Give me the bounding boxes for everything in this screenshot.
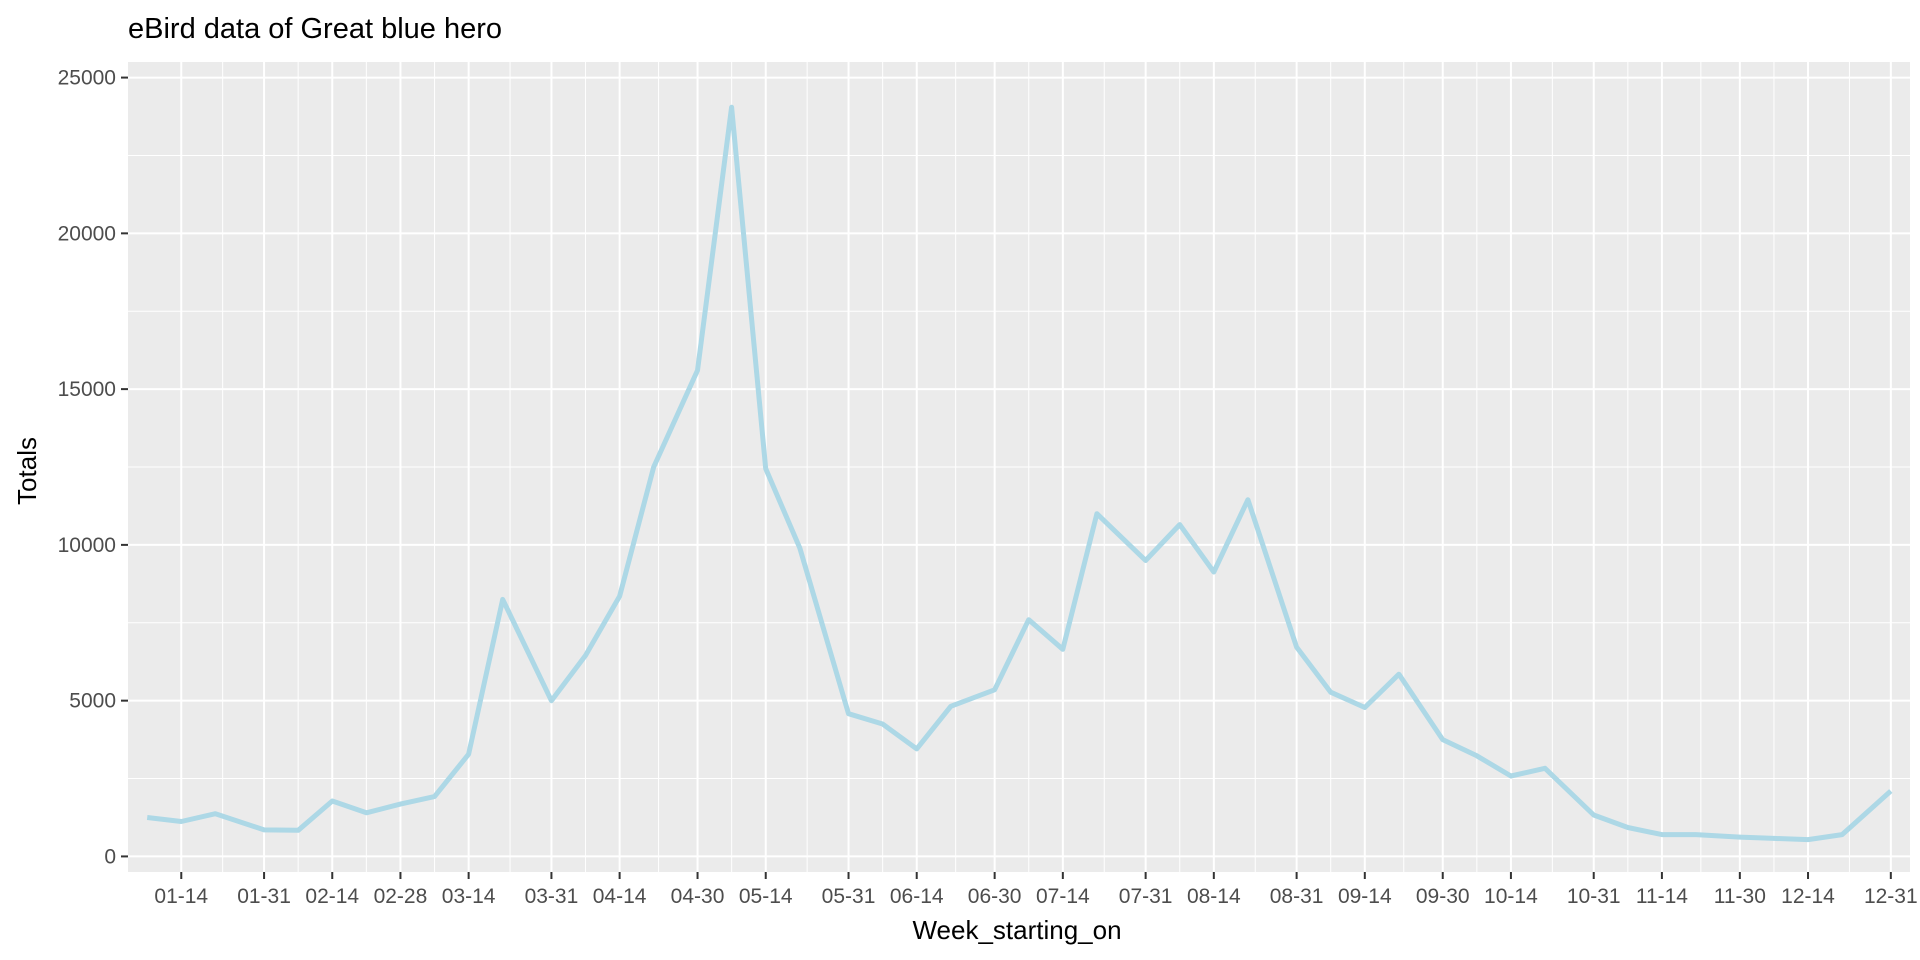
y-tick-label: 0 xyxy=(104,845,116,868)
y-tick-label: 15000 xyxy=(58,378,116,401)
x-tick-label: 04-30 xyxy=(671,885,725,908)
x-tick-label: 12-31 xyxy=(1864,885,1918,908)
x-tick-label: 08-31 xyxy=(1270,885,1324,908)
x-tick-label: 11-30 xyxy=(1714,885,1766,908)
minor-gridlines xyxy=(128,62,1910,872)
y-axis-title: Totals xyxy=(12,437,42,505)
x-tick-label: 10-31 xyxy=(1567,885,1621,908)
y-tick-label: 25000 xyxy=(58,67,116,90)
x-tick-label: 05-14 xyxy=(739,885,793,908)
y-tick-label: 10000 xyxy=(58,534,116,557)
x-tick-label: 09-14 xyxy=(1338,885,1392,908)
x-tick-label: 02-14 xyxy=(305,885,359,908)
x-tick-label: 01-31 xyxy=(237,885,291,908)
x-tick-label: 07-31 xyxy=(1119,885,1173,908)
series-line-totals xyxy=(146,104,1893,843)
x-tick-label: 05-31 xyxy=(822,885,876,908)
x-tick-label: 02-28 xyxy=(374,885,428,908)
x-tick-label: 12-14 xyxy=(1781,885,1835,908)
x-axis-title: Week_starting_on xyxy=(912,915,1121,945)
x-tick-label: 10-14 xyxy=(1484,885,1538,908)
x-tick-label: 06-30 xyxy=(968,885,1022,908)
x-tick-label: 06-14 xyxy=(890,885,944,908)
x-tick-label: 09-30 xyxy=(1416,885,1470,908)
x-axis: 01-14 01-31 02-14 02-28 03-14 03-31 04-14 04-30… xyxy=(154,872,1918,908)
x-tick-label: 01-14 xyxy=(154,885,208,908)
x-tick-label: 03-31 xyxy=(525,885,579,908)
y-axis: 0 5000 10000 15000 20000 25000 xyxy=(58,67,128,868)
x-tick-label: 03-14 xyxy=(442,885,496,908)
chart-title: eBird data of Great blue hero xyxy=(128,13,502,45)
x-tick-label: 11-14 xyxy=(1636,885,1688,908)
y-tick-label: 20000 xyxy=(58,222,116,245)
x-tick-label: 04-14 xyxy=(593,885,647,908)
x-tick-label: 08-14 xyxy=(1187,885,1241,908)
major-gridlines xyxy=(128,62,1910,872)
y-tick-label: 5000 xyxy=(69,690,116,713)
x-tick-label: 07-14 xyxy=(1036,885,1090,908)
